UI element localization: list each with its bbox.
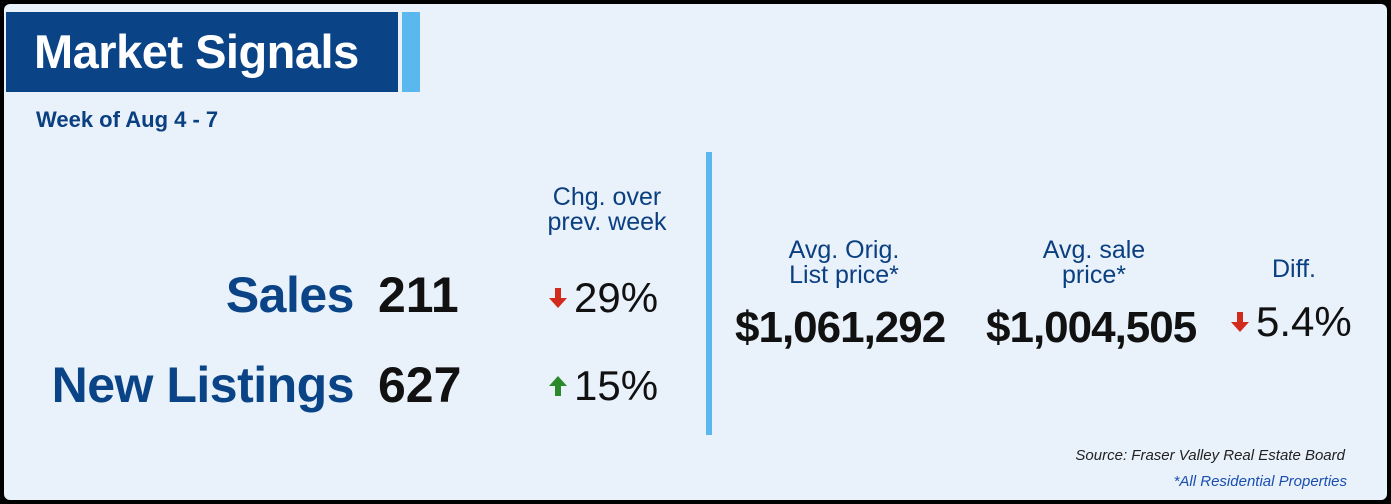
title-accent-bar xyxy=(402,12,420,92)
new-listings-value: 627 xyxy=(378,357,462,413)
change-header: Chg. over prev. week xyxy=(534,185,680,235)
sale-price-header: Avg. sale price* xyxy=(1004,238,1184,288)
change-header-line-1: Chg. over xyxy=(552,183,662,211)
orig-list-header-line-2: List price* xyxy=(789,261,899,289)
arrow-down-icon xyxy=(1231,312,1249,332)
sale-header-line-1: Avg. sale xyxy=(1042,236,1146,264)
orig-list-price-value: $1,061,292 xyxy=(735,303,946,352)
footnote: *All Residential Properties xyxy=(1173,473,1347,490)
sale-header-line-2: price* xyxy=(1062,261,1126,289)
arrow-down-icon xyxy=(549,288,567,308)
diff-header: Diff. xyxy=(1272,255,1316,283)
new-listings-label: New Listings xyxy=(51,357,355,413)
market-signals-card: Market Signals Week of Aug 4 - 7 Chg. ov… xyxy=(4,4,1387,500)
title-banner: Market Signals xyxy=(6,12,398,92)
sales-change-value: 29% xyxy=(574,274,659,321)
orig-list-price-header: Avg. Orig. List price* xyxy=(754,238,934,288)
page-title: Market Signals xyxy=(34,25,359,78)
new-listings-change: 15% xyxy=(548,362,658,410)
orig-list-header-line-1: Avg. Orig. xyxy=(788,236,900,264)
arrow-up-icon xyxy=(549,376,567,396)
price-diff-value: 5.4% xyxy=(1256,298,1352,345)
panel-divider xyxy=(706,152,712,435)
sales-value: 211 xyxy=(378,267,459,323)
week-subtitle: Week of Aug 4 - 7 xyxy=(36,107,219,132)
price-diff: 5.4% xyxy=(1230,298,1352,346)
source-note: Source: Fraser Valley Real Estate Board xyxy=(1075,447,1345,464)
sales-change: 29% xyxy=(548,274,658,322)
new-listings-change-value: 15% xyxy=(574,362,659,409)
sale-price-value: $1,004,505 xyxy=(986,303,1197,352)
change-header-line-2: prev. week xyxy=(547,208,667,236)
sales-label: Sales xyxy=(225,267,355,323)
